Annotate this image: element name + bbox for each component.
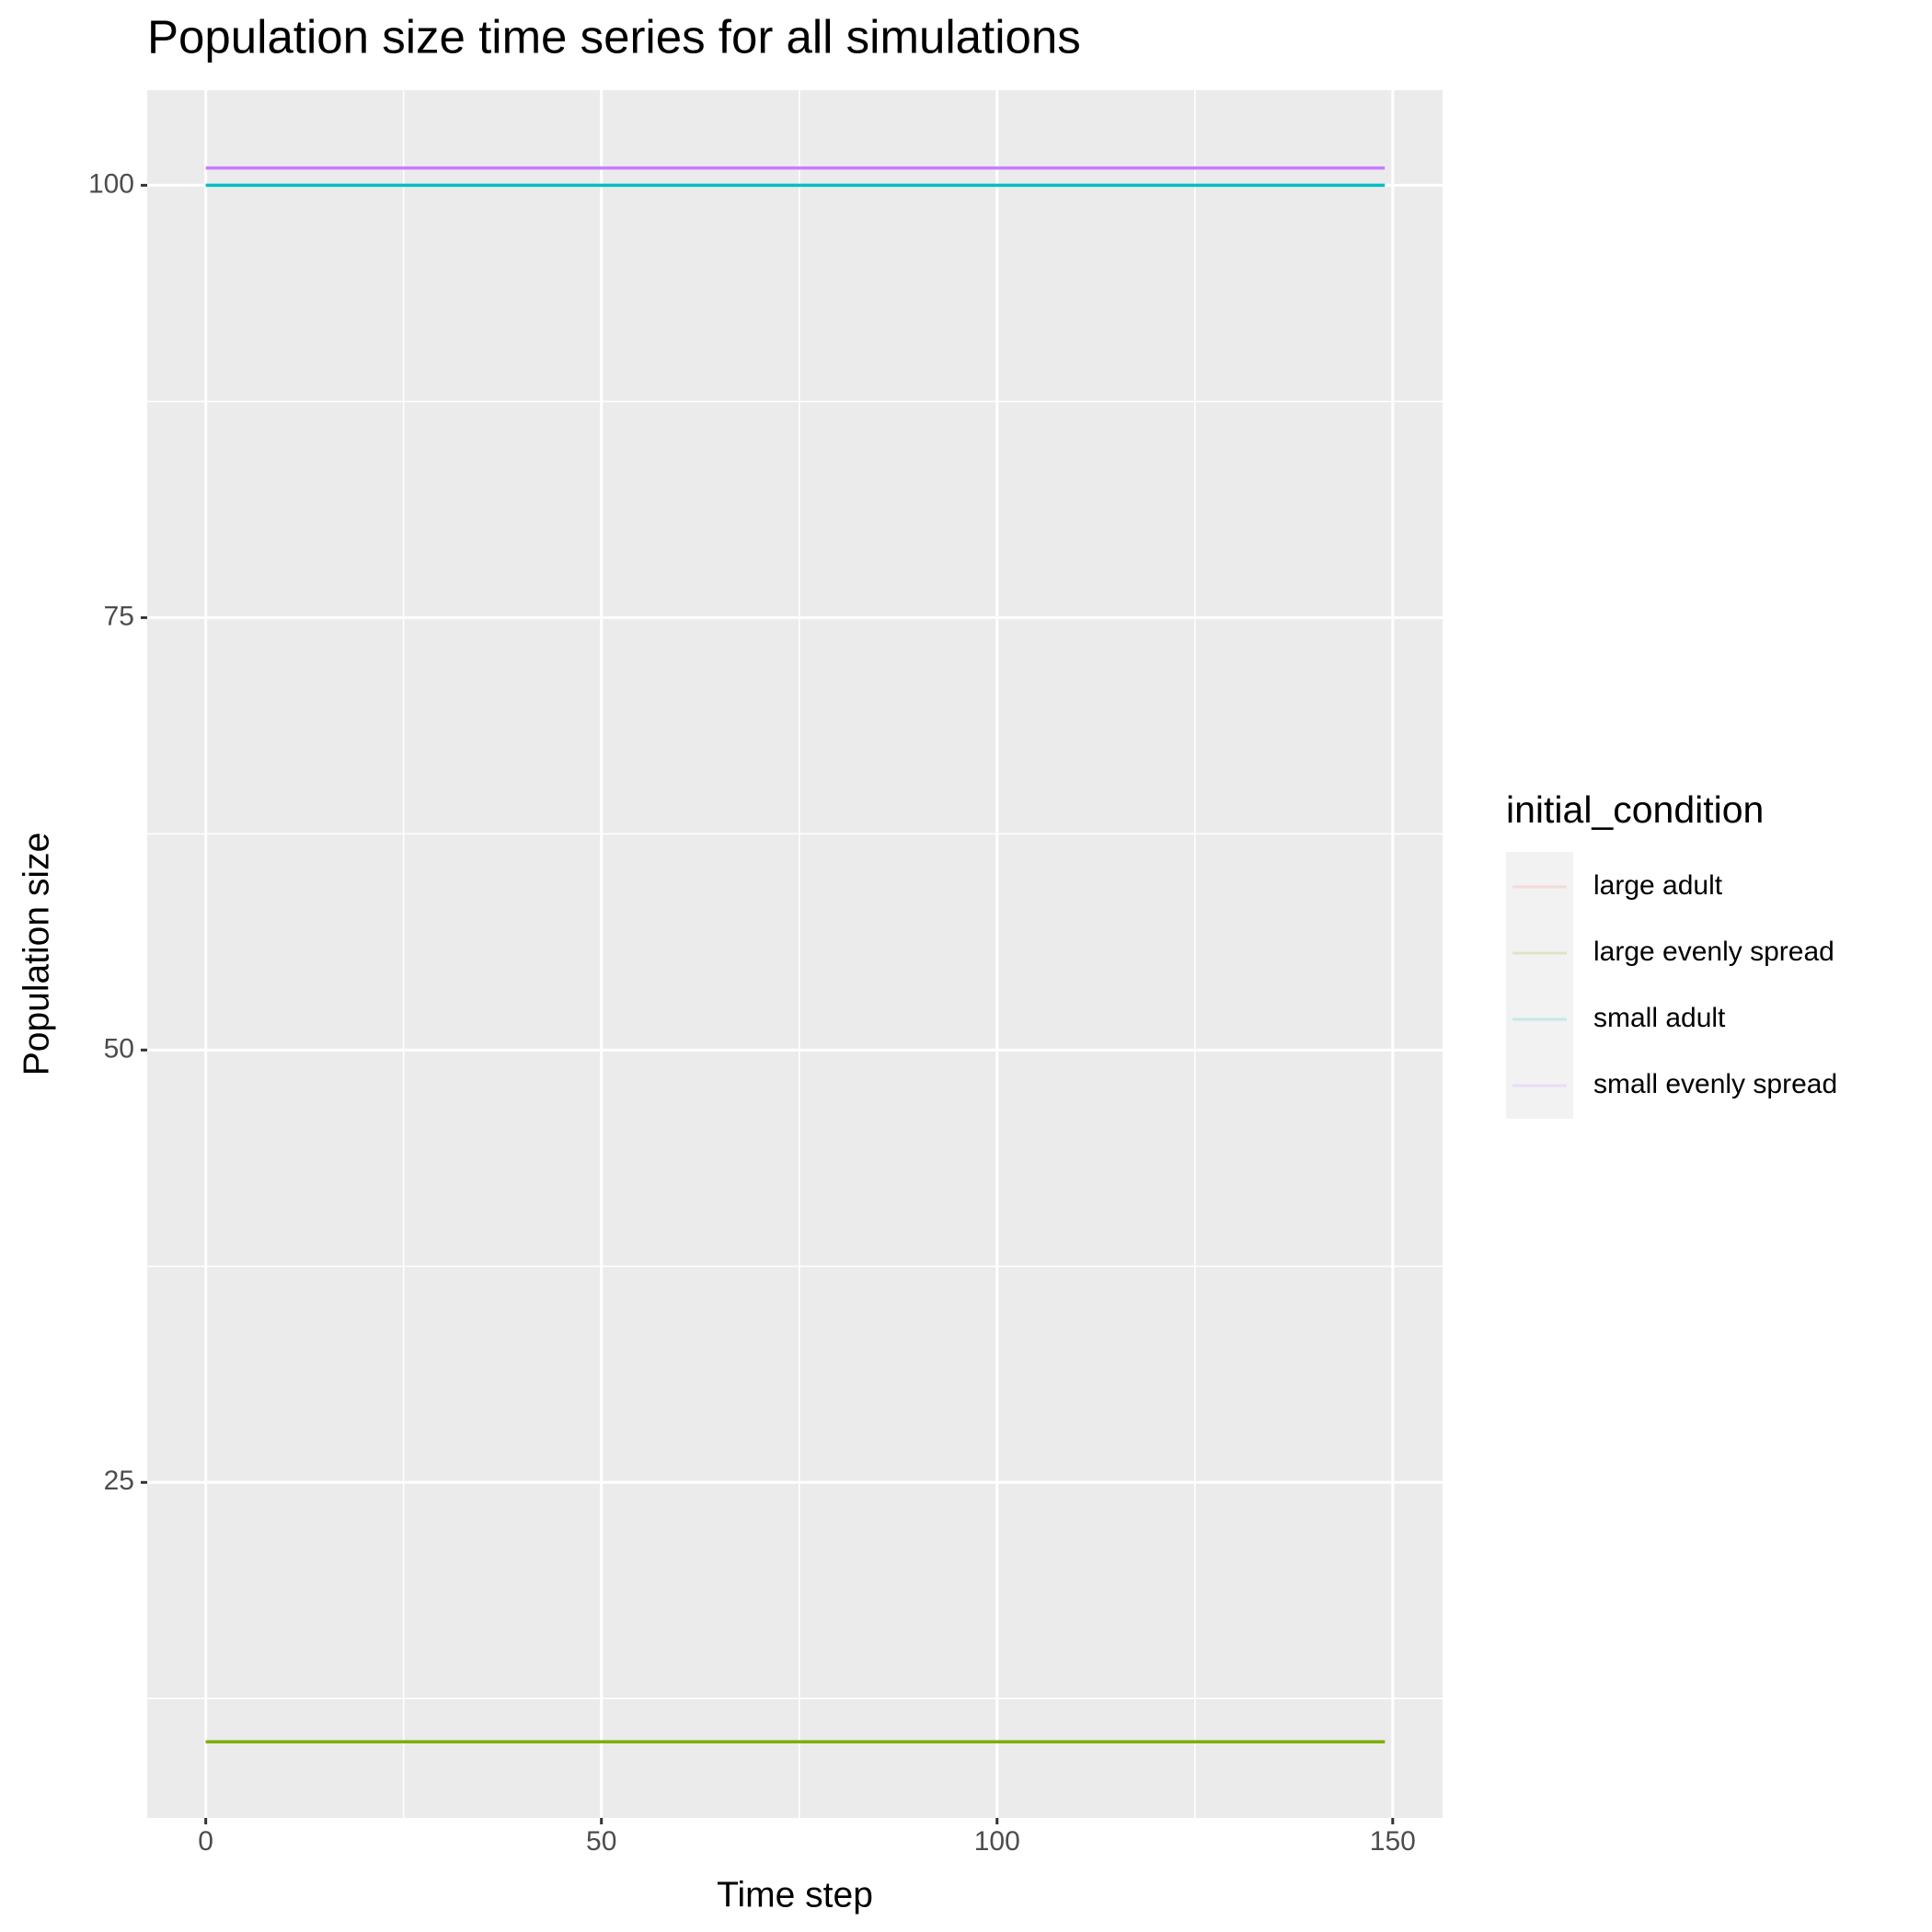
- chart-title: Population size time series for all simu…: [147, 10, 1081, 63]
- y-tick-label: 25: [104, 1466, 134, 1496]
- legend-title: initial_condition: [1506, 788, 1764, 831]
- y-axis-title: Population size: [17, 833, 56, 1076]
- y-tick-label: 75: [104, 601, 134, 631]
- plot-panel: [147, 90, 1443, 1818]
- y-tick-label: 50: [104, 1033, 134, 1064]
- x-tick-label: 100: [974, 1826, 1020, 1857]
- legend-label: small evenly spread: [1593, 1069, 1837, 1099]
- y-tick-label: 100: [88, 168, 134, 199]
- legend-key-background: [1506, 852, 1573, 1119]
- x-tick-label: 50: [586, 1826, 616, 1857]
- x-tick-label: 150: [1370, 1826, 1416, 1857]
- legend-label: large evenly spread: [1593, 937, 1834, 967]
- x-axis-title: Time step: [717, 1875, 873, 1915]
- legend-label: small adult: [1593, 1003, 1726, 1033]
- x-tick-label: 0: [198, 1826, 213, 1857]
- legend-label: large adult: [1593, 870, 1723, 901]
